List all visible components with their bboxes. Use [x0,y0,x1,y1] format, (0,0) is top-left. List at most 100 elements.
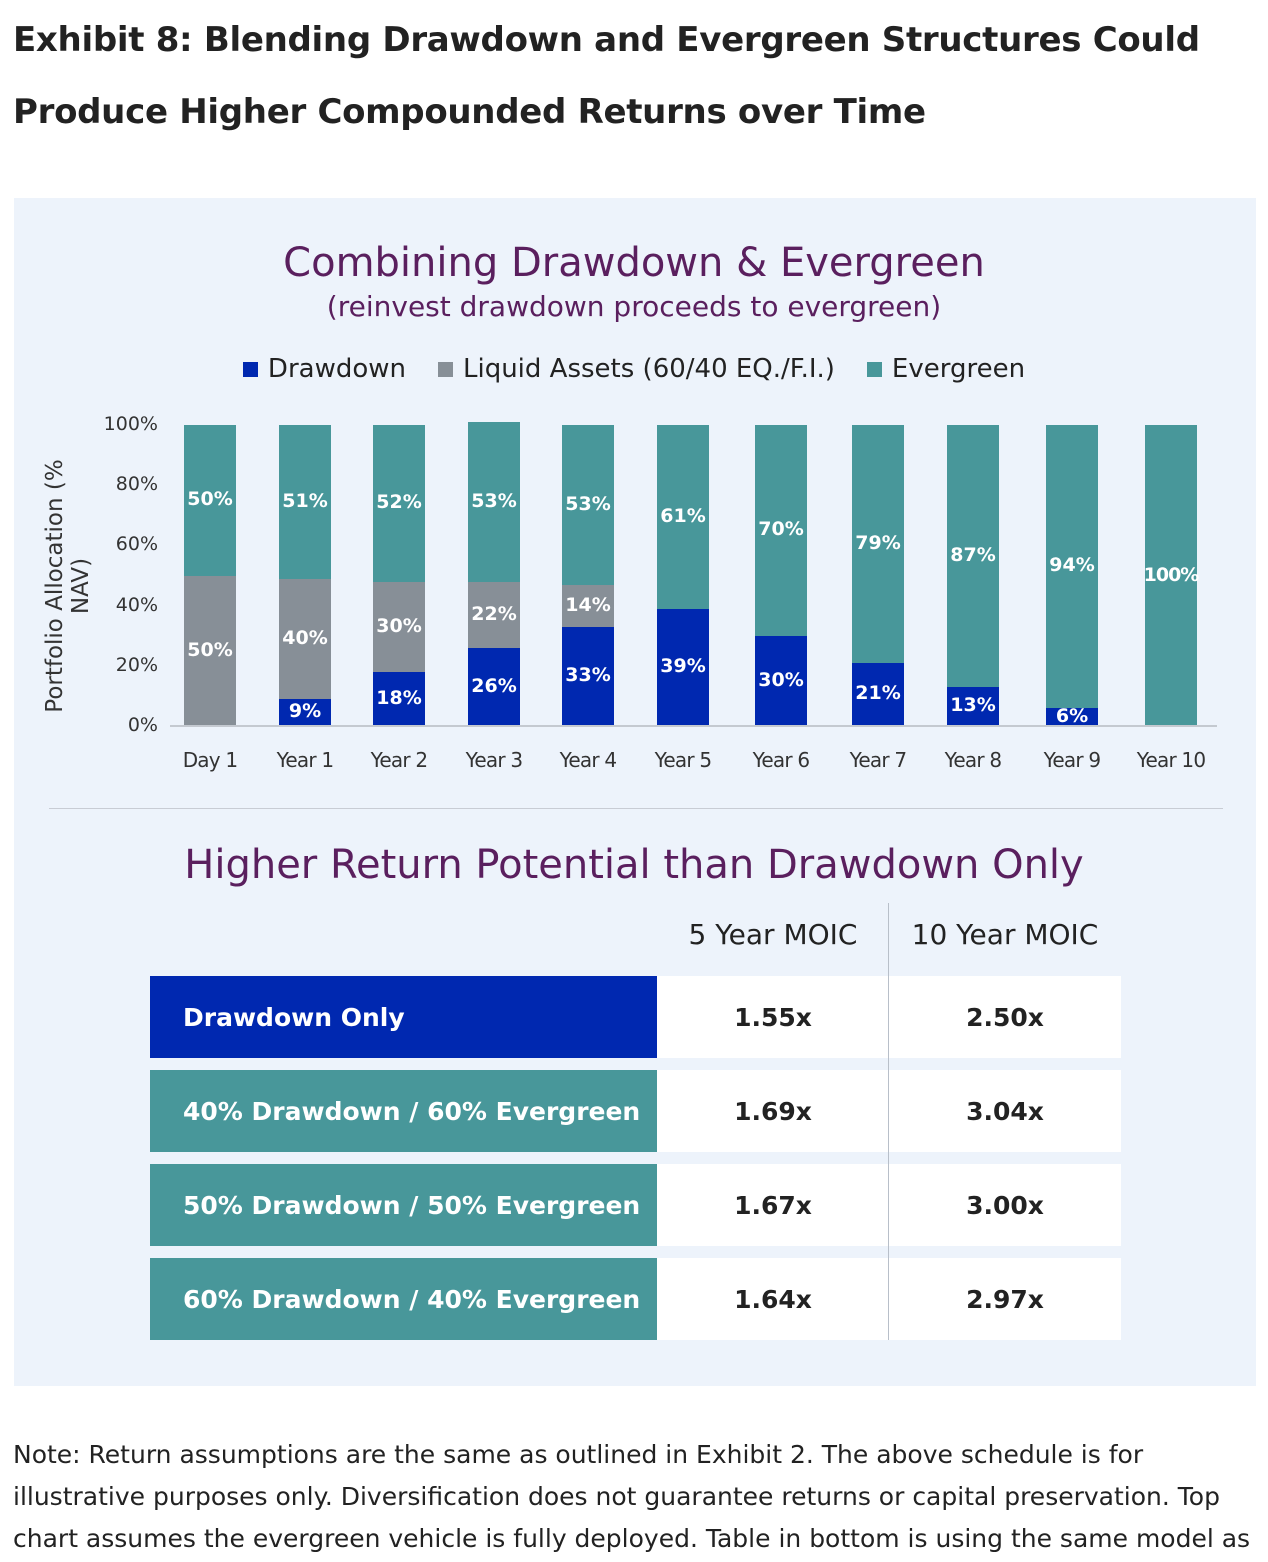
bar-segment-drawdown [279,698,331,726]
chart-legend: Drawdown Liquid Assets (60/40 EQ./F.I.) Ev… [0,354,1268,384]
bar-segment-evergreen [755,425,807,636]
moic-cell-v5: 1.64x [657,1258,889,1340]
data-label-liquid: 50% [187,638,233,661]
x-tick-label: Year 1 [276,748,334,772]
row-label: 40% Drawdown / 60% Evergreen [183,1096,641,1126]
data-label-drawdown: 18% [376,686,422,709]
bar-segment-evergreen [468,421,520,582]
y-tick-label: 0% [127,714,158,736]
legend-label: Liquid Assets (60/40 EQ./F.I.) [462,354,835,384]
legend-item-evergreen: Evergreen [866,354,1026,384]
data-label-evergreen: 51% [282,489,328,512]
legend-swatch-evergreen [866,361,882,377]
data-label-evergreen: 100% [1143,563,1200,586]
bar-segment-liquid [279,578,331,699]
bar-segment-liquid [562,584,614,627]
x-tick-label: Year 10 [1136,748,1206,772]
legend-swatch-drawdown [242,361,258,377]
moic-value: 1.69x [734,1096,812,1126]
x-tick-label: Year 8 [944,748,1002,772]
row-label: Drawdown Only [183,1002,405,1032]
data-label-drawdown: 9% [288,700,322,723]
data-label-drawdown: 26% [471,674,517,697]
table-title: Higher Return Potential than Drawdown On… [184,842,1084,888]
data-label-liquid: 30% [376,614,422,637]
moic-value: 3.04x [966,1096,1044,1126]
data-label-drawdown: 6% [1055,704,1089,727]
bar-segment-evergreen [1046,425,1098,708]
y-tick-label: 20% [115,653,158,676]
bar-segment-evergreen [279,425,331,579]
data-label-evergreen: 61% [660,504,706,527]
data-label-liquid: 22% [471,602,517,625]
y-tick-label: 80% [115,473,158,496]
moic-value: 1.64x [734,1284,812,1314]
bar-segment-drawdown [755,635,807,726]
data-label-drawdown: 30% [758,668,804,691]
bar-segment-evergreen [947,425,999,687]
data-label-evergreen: 70% [758,518,804,541]
x-tick-label: Year 9 [1043,748,1101,772]
bar-segment-evergreen [373,425,425,582]
moic-cell-v5: 1.69x [657,1070,889,1152]
legend-label: Evergreen [891,354,1026,384]
moic-value: 2.50x [966,1002,1044,1032]
section-divider [49,808,1223,809]
row-label-cell: Drawdown Only [150,976,657,1058]
bar-segment-drawdown [1046,707,1098,726]
moic-cell-v10: 2.97x [889,1258,1121,1340]
moic-value: 1.55x [734,1002,812,1032]
chart-subtitle: (reinvest drawdown proceeds to evergreen… [326,290,942,323]
row-label-cell: 50% Drawdown / 50% Evergreen [150,1164,657,1246]
table-column-divider [888,903,889,1340]
bar-segment-drawdown [562,626,614,726]
bar-segment-drawdown [852,662,904,726]
bar-segment-drawdown [373,671,425,726]
x-tick-label: Day 1 [182,748,238,772]
bar-segment-evergreen [852,425,904,663]
bar-segment-evergreen [657,425,709,609]
data-label-liquid: 40% [282,626,328,649]
x-tick-label: Year 5 [654,748,712,772]
y-tick-label: 40% [115,593,158,616]
bar-segment-liquid [468,581,520,648]
legend-swatch-liquid [437,361,453,377]
row-label-cell: 40% Drawdown / 60% Evergreen [150,1070,657,1152]
footnote: Note: Return assumptions are the same as… [13,1440,1251,1553]
data-label-drawdown: 13% [950,694,996,717]
x-axis-line [170,725,1217,727]
moic-cell-v5: 1.55x [657,976,889,1058]
bar-segment-evergreen [562,425,614,585]
row-label-cell: 60% Drawdown / 40% Evergreen [150,1258,657,1340]
data-label-drawdown: 21% [855,682,901,705]
data-label-evergreen: 52% [376,491,422,514]
header-10yr: 10 Year MOIC [911,918,1099,951]
data-label-evergreen: 50% [187,488,233,511]
bar-segment-liquid [373,581,425,672]
moic-cell-v5: 1.67x [657,1164,889,1246]
x-tick-label: Year 7 [849,748,907,772]
y-tick-label: 60% [115,533,158,556]
moic-value: 1.67x [734,1190,812,1220]
data-label-drawdown: 33% [565,664,611,687]
data-label-evergreen: 53% [565,492,611,515]
bar-segment-drawdown [468,647,520,726]
chart-title: Combining Drawdown & Evergreen [283,240,985,286]
bar-segment-evergreen [1145,425,1197,726]
data-label-evergreen: 94% [1049,554,1095,577]
moic-value: 2.97x [966,1284,1044,1314]
data-label-evergreen: 79% [855,531,901,554]
moic-cell-v10: 3.04x [889,1070,1121,1152]
bar-segment-evergreen [184,425,236,576]
moic-cell-v10: 3.00x [889,1164,1121,1246]
bar-segment-drawdown [947,686,999,726]
legend-label: Drawdown [267,354,406,384]
legend-item-drawdown: Drawdown [242,354,406,384]
header-5yr: 5 Year MOIC [688,918,858,951]
x-tick-label: Year 6 [752,748,810,772]
x-tick-label: Year 3 [465,748,523,772]
row-label: 50% Drawdown / 50% Evergreen [183,1190,641,1220]
exhibit-title: Exhibit 8: Blending Drawdown and Evergre… [13,20,1200,132]
data-label-evergreen: 53% [471,489,517,512]
moic-cell-v10: 2.50x [889,976,1121,1058]
